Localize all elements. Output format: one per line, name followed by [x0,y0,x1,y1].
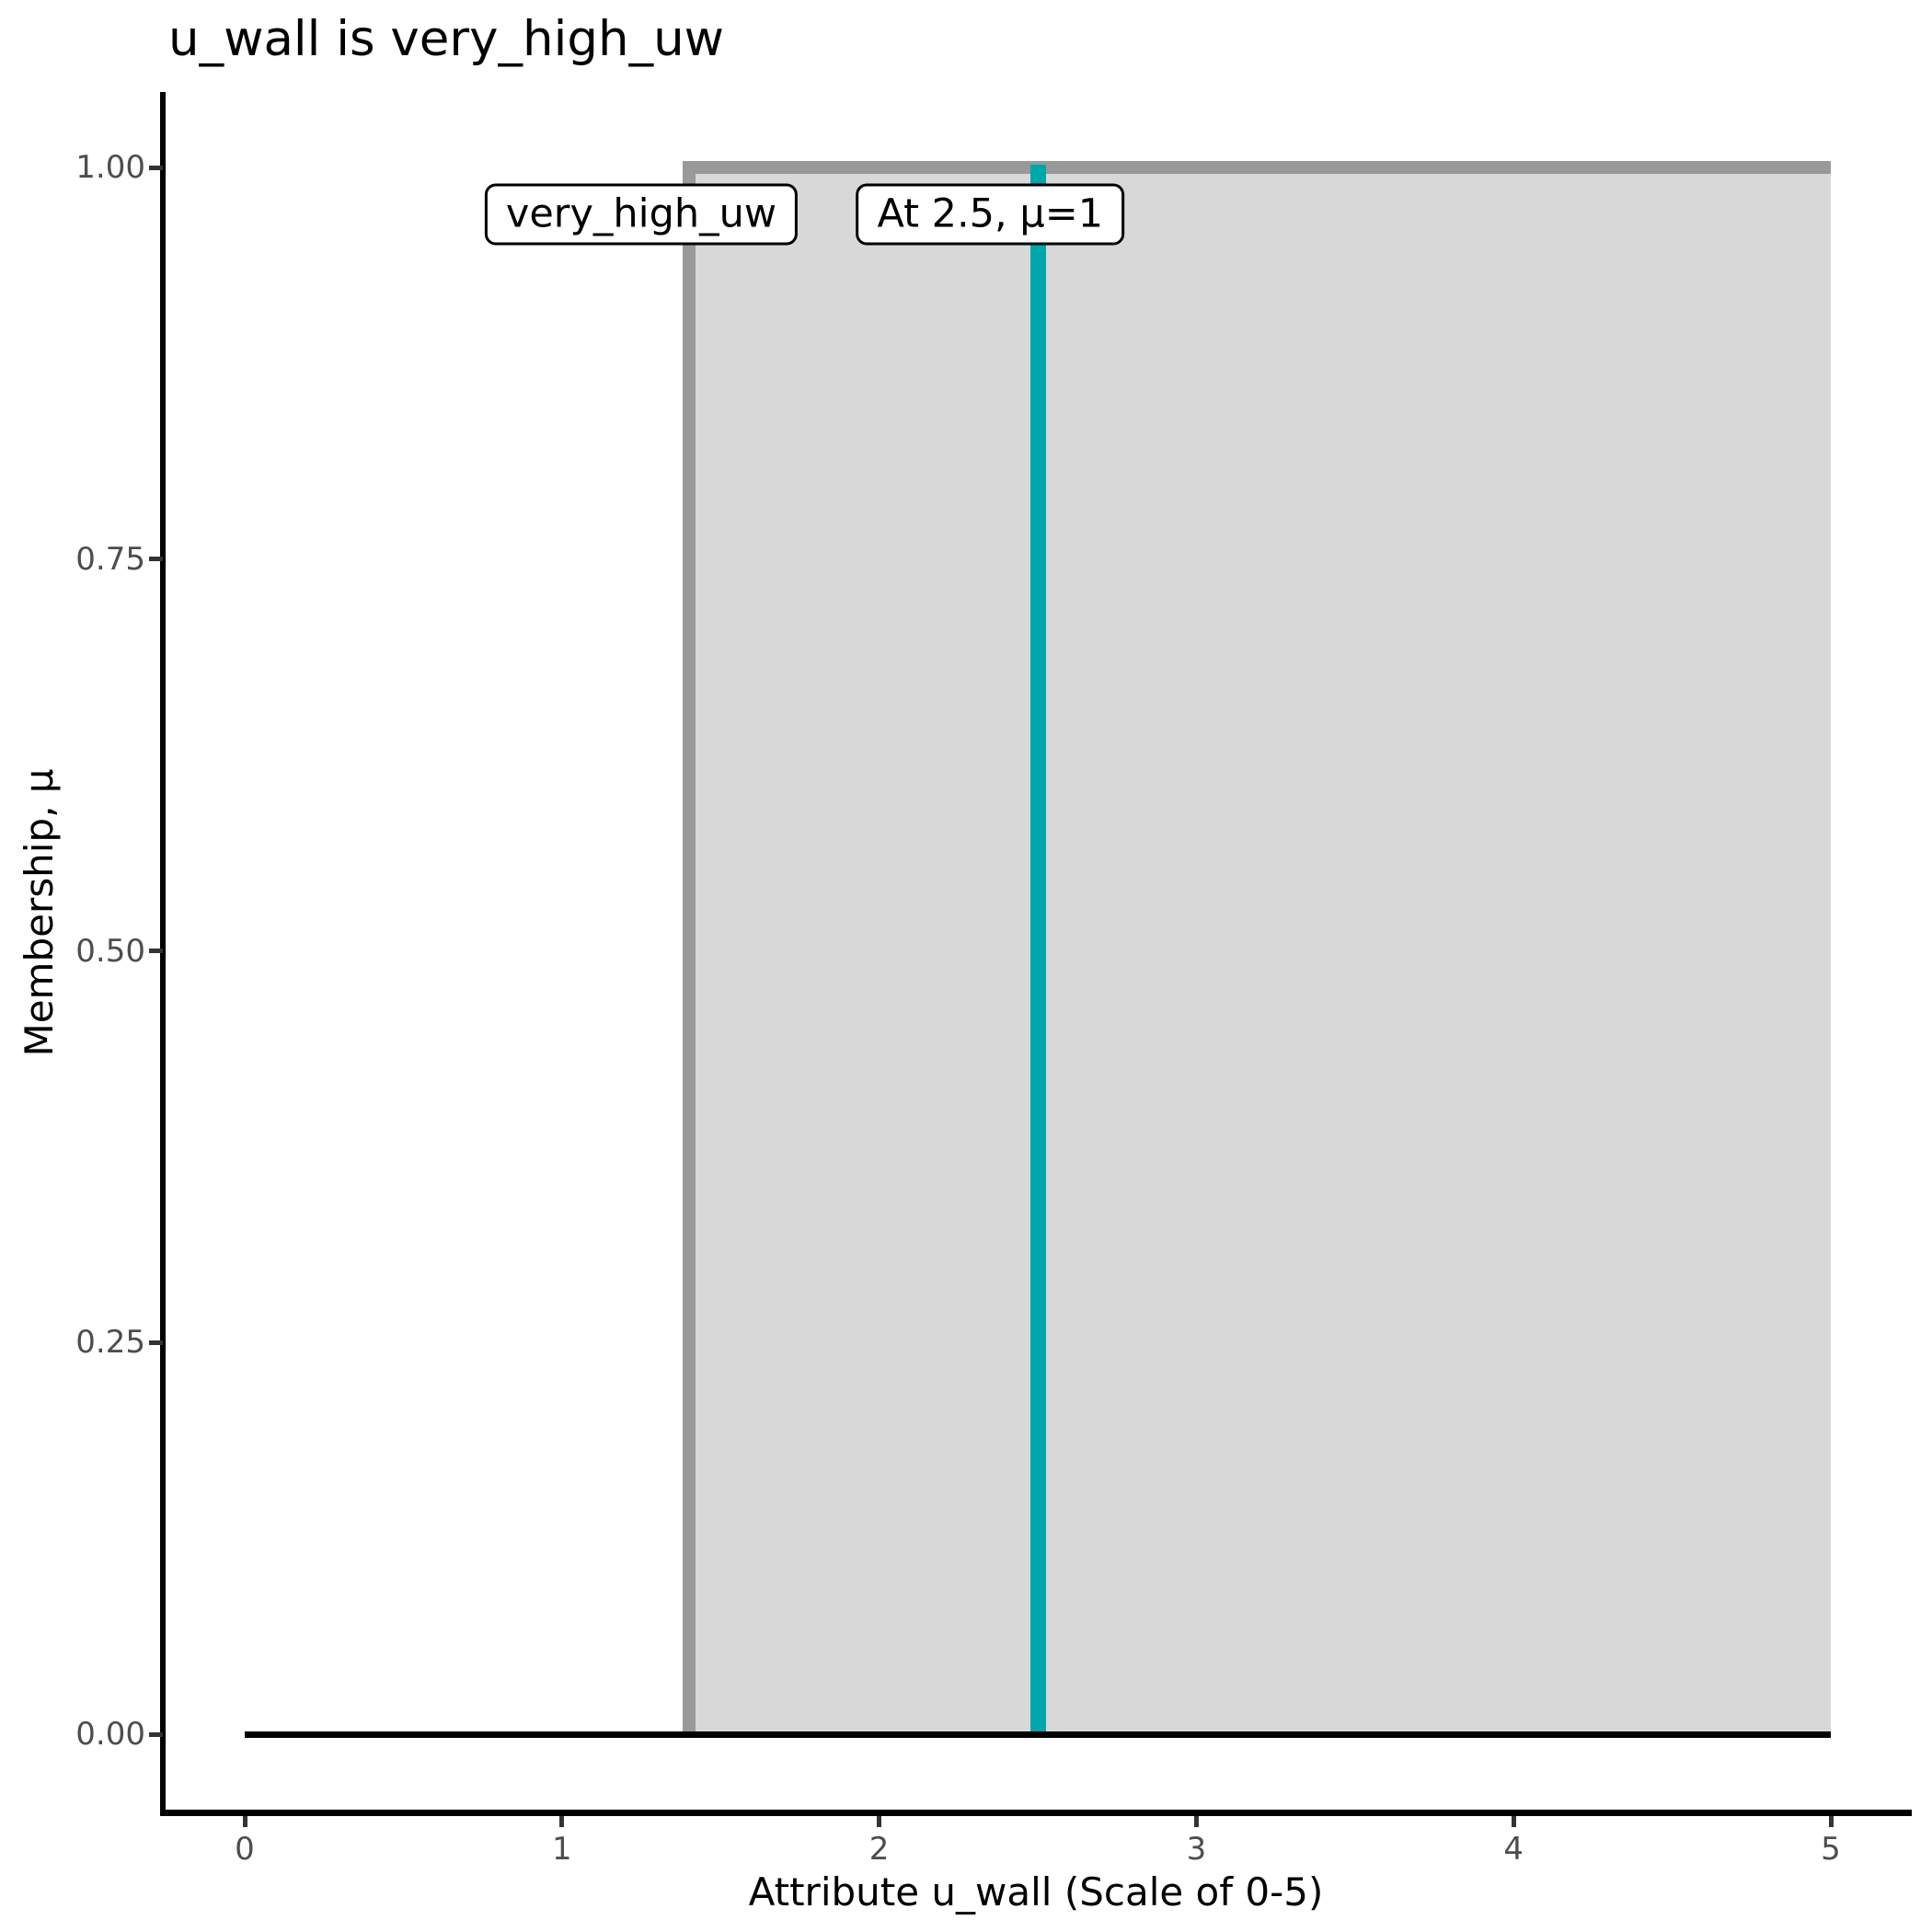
x-tick-mark [1193,1816,1199,1827]
y-tick-label: 0.75 [75,540,145,578]
membership-line-rise [682,161,696,1734]
x-axis-line [160,1810,1912,1816]
y-tick-label: 1.00 [75,149,145,186]
point-label-box: At 2.5, μ=1 [856,183,1125,246]
set-label-box: very_high_uw [484,183,799,246]
x-tick-label: 1 [551,1831,572,1868]
y-axis-title: Membership, μ [17,768,62,1057]
x-tick-mark [877,1816,882,1827]
x-tick-mark [1511,1816,1516,1827]
y-tick-label: 0.00 [75,1716,145,1753]
y-tick-mark [149,557,163,562]
membership-area-fill [688,167,1831,1734]
membership-line-top [682,161,1831,174]
y-tick-mark [149,165,163,170]
set-label-text: very_high_uw [505,190,777,237]
y-axis-line [160,92,166,1816]
zero-baseline [245,1731,1831,1738]
point-label-text: At 2.5, μ=1 [877,190,1104,237]
x-tick-label: 5 [1821,1831,1841,1868]
plot-title: u_wall is very_high_uw [168,11,725,67]
y-tick-mark [149,1731,163,1737]
x-tick-label: 0 [235,1831,255,1868]
x-tick-label: 3 [1186,1831,1207,1868]
x-tick-mark [559,1816,565,1827]
y-tick-label: 0.50 [75,932,145,970]
y-tick-mark [149,949,163,953]
x-axis-title: Attribute u_wall (Scale of 0-5) [748,1869,1324,1915]
x-tick-label: 2 [868,1831,890,1868]
x-tick-mark [1828,1816,1834,1827]
y-tick-mark [149,1340,163,1345]
x-tick-mark [242,1816,247,1827]
x-tick-label: 4 [1503,1831,1524,1868]
marker-vline [1029,165,1046,1734]
y-tick-label: 0.25 [75,1324,145,1362]
